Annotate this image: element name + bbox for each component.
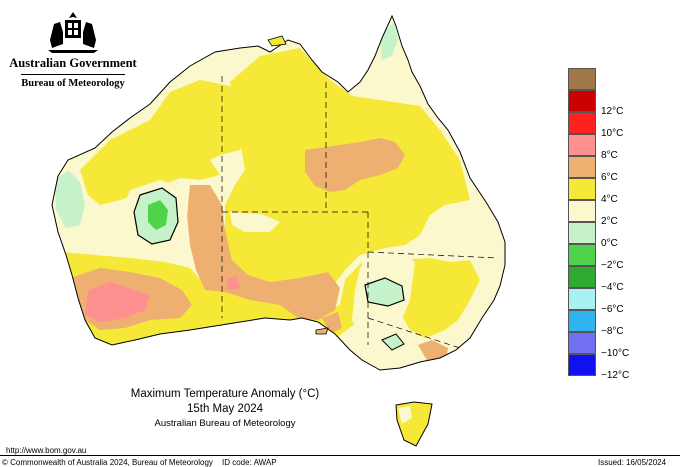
legend-label: −10°C (601, 348, 630, 359)
anomaly-zone-6-8 (226, 276, 240, 290)
legend-label: 8°C (601, 150, 618, 161)
legend-swatch (568, 244, 596, 266)
legend-label: 6°C (601, 172, 618, 183)
footer-url[interactable]: http://www.bom.gov.au (6, 446, 87, 455)
anomaly-zone-4-6 (187, 185, 340, 320)
anomaly-zone-4-6 (418, 340, 448, 362)
melville-island (267, 35, 287, 47)
legend-swatch (568, 112, 596, 134)
footer-issued: Issued: 16/05/2024 (598, 458, 667, 467)
color-legend: 12°C 10°C 8°C 6°C 4°C 2°C 0°C −2°C −4°C −6°C −8°C −… (568, 68, 658, 381)
legend-label: 4°C (601, 194, 618, 205)
anomaly-zone-below-minus-2 (148, 200, 168, 230)
legend-swatch (568, 134, 596, 156)
legend-swatch (568, 332, 596, 354)
state-borders (221, 76, 499, 349)
map-title: Maximum Temperature Anomaly (°C) (130, 388, 320, 400)
coat-of-arms-icon (48, 12, 98, 53)
legend-label: −12°C (601, 370, 630, 381)
legend-swatch (568, 156, 596, 178)
legend-swatch (568, 68, 596, 90)
legend-swatch (568, 200, 596, 222)
legend-label: −8°C (601, 326, 624, 337)
legend-swatch (568, 288, 596, 310)
footer-copyright: © Commonwealth of Australia 2024, Bureau… (2, 458, 213, 467)
map-caption: Maximum Temperature Anomaly (°C) 15th Ma… (95, 388, 355, 429)
anomaly-zone-4-6 (305, 138, 405, 192)
anomaly-zone-0-2 (230, 212, 280, 232)
map-date: 15th May 2024 (186, 403, 264, 415)
anomaly-zone-below-0 (381, 333, 405, 351)
anomaly-zone-2-4 (80, 80, 250, 205)
legend-swatch (568, 222, 596, 244)
legend-label: 10°C (601, 128, 624, 139)
anomaly-zone-0-2 (398, 406, 412, 424)
anomaly-zone-4-6 (322, 312, 342, 334)
legend-label: 0°C (601, 238, 618, 249)
legend-swatch (568, 354, 596, 376)
map-credit: Australian Bureau of Meteorology (154, 418, 296, 429)
anomaly-zone-below-0 (55, 170, 85, 228)
footer-id-code: ID code: AWAP (222, 458, 277, 467)
legend-label: 12°C (601, 106, 624, 117)
legend-swatch (568, 178, 596, 200)
government-name: Australian Government (9, 56, 137, 70)
government-logo: Australian Government Bureau of Meteorol… (8, 10, 138, 91)
anomaly-zone-2-4 (395, 258, 480, 338)
legend-label: −2°C (601, 260, 624, 271)
legend-swatch (568, 310, 596, 332)
anomaly-zone-0-2 (445, 205, 498, 262)
legend-label: −6°C (601, 304, 624, 315)
legend-swatch (568, 90, 596, 112)
footer-divider (0, 455, 680, 456)
kangaroo-island (315, 327, 329, 335)
agency-name: Bureau of Meteorology (21, 74, 125, 89)
legend-label: −4°C (601, 282, 624, 293)
anomaly-zone-6-8 (85, 282, 150, 322)
legend-label: 2°C (601, 216, 618, 227)
legend-swatch (568, 266, 596, 288)
